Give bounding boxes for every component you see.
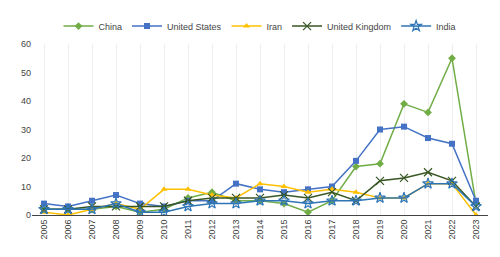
svg-text:2010: 2010 bbox=[159, 220, 169, 240]
svg-text:2015: 2015 bbox=[279, 220, 289, 240]
svg-text:2021: 2021 bbox=[423, 220, 433, 240]
svg-text:2019: 2019 bbox=[375, 220, 385, 240]
svg-text:2007: 2007 bbox=[87, 220, 97, 240]
svg-text:2018: 2018 bbox=[351, 220, 361, 240]
svg-text:50: 50 bbox=[21, 68, 31, 78]
svg-text:0: 0 bbox=[26, 210, 31, 220]
svg-text:China: China bbox=[99, 22, 123, 32]
svg-text:2014: 2014 bbox=[255, 220, 265, 240]
svg-text:2020: 2020 bbox=[399, 220, 409, 240]
svg-text:United States: United States bbox=[167, 22, 222, 32]
svg-text:2009: 2009 bbox=[135, 220, 145, 240]
svg-text:10: 10 bbox=[21, 182, 31, 192]
svg-text:60: 60 bbox=[21, 39, 31, 49]
svg-text:United Kingdom: United Kingdom bbox=[327, 22, 391, 32]
svg-text:2006: 2006 bbox=[63, 220, 73, 240]
svg-text:2016: 2016 bbox=[303, 220, 313, 240]
svg-text:2008: 2008 bbox=[111, 220, 121, 240]
svg-text:India: India bbox=[436, 22, 456, 32]
svg-text:2005: 2005 bbox=[39, 220, 49, 240]
svg-text:2013: 2013 bbox=[231, 220, 241, 240]
svg-text:40: 40 bbox=[21, 96, 31, 106]
svg-text:2017: 2017 bbox=[327, 220, 337, 240]
svg-text:2012: 2012 bbox=[207, 220, 217, 240]
svg-text:2011: 2011 bbox=[183, 220, 193, 239]
svg-text:Iran: Iran bbox=[267, 22, 283, 32]
svg-text:2023: 2023 bbox=[471, 220, 481, 240]
svg-text:2022: 2022 bbox=[447, 220, 457, 240]
svg-text:20: 20 bbox=[21, 153, 31, 163]
svg-text:30: 30 bbox=[21, 125, 31, 135]
